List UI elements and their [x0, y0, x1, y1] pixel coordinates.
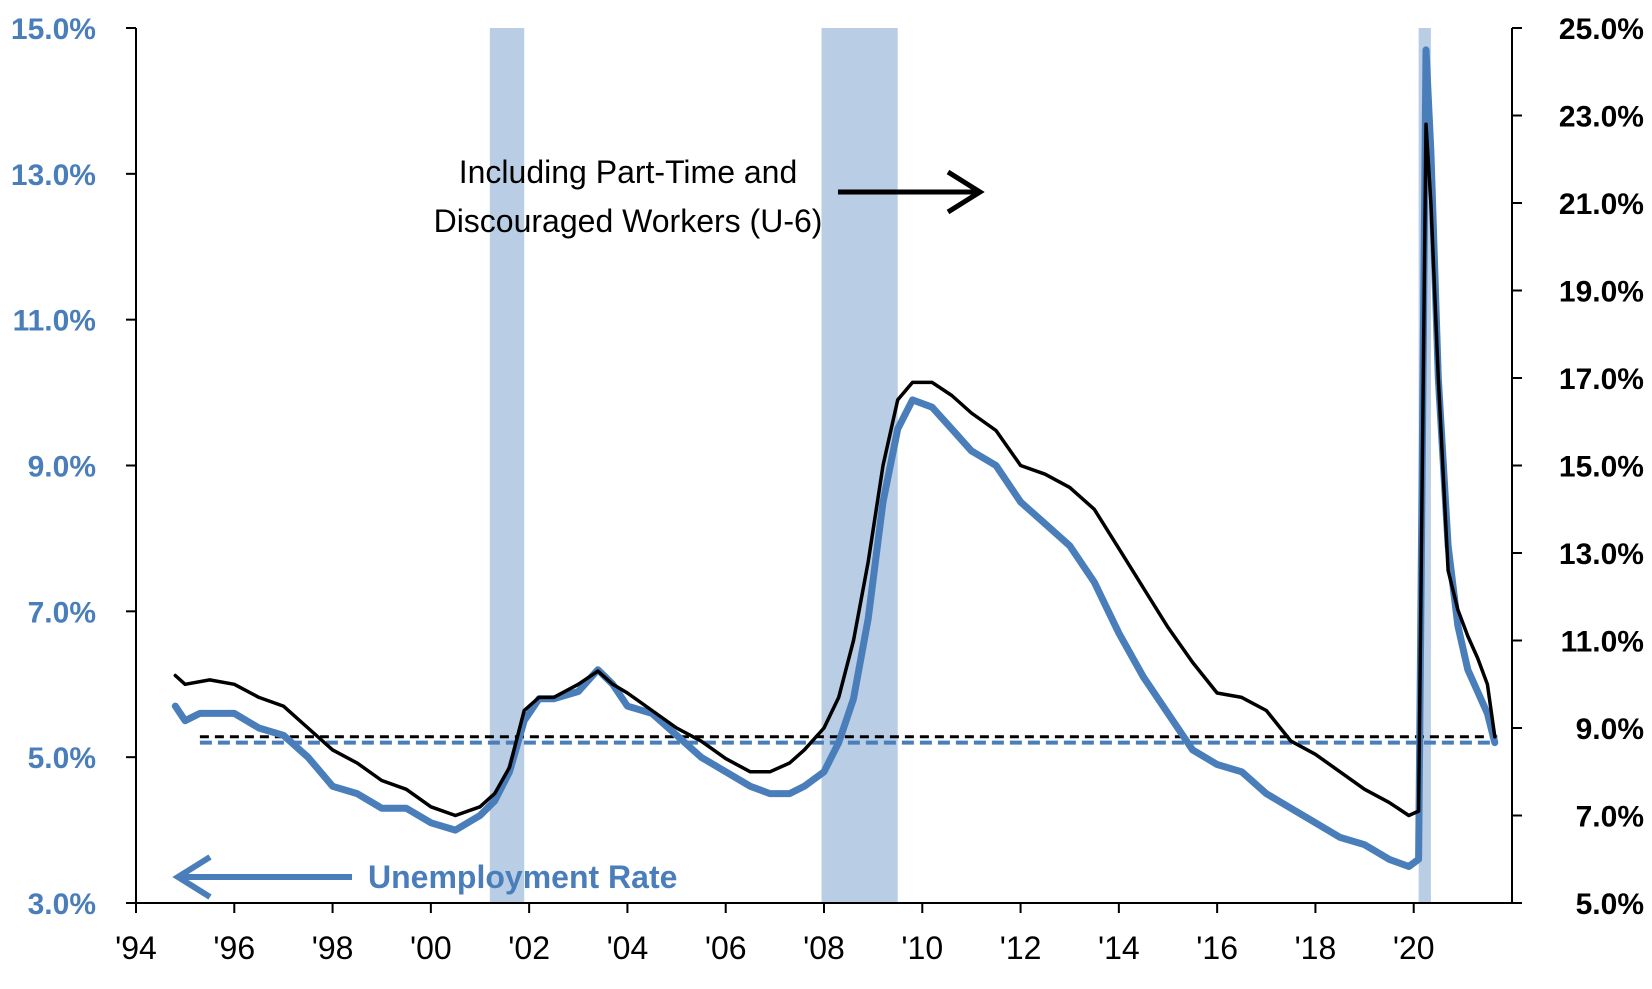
unemployment-annotation: Unemployment Rate: [368, 859, 677, 895]
x-tick-label: '08: [803, 930, 845, 966]
series: [171, 46, 1499, 870]
x-tick-label: '00: [410, 930, 452, 966]
right-tick-label: 13.0%: [1559, 538, 1644, 571]
left-tick-label: 11.0%: [13, 305, 96, 338]
right-tick-label: 17.0%: [1559, 363, 1644, 396]
right-tick-label: 7.0%: [1576, 801, 1644, 834]
annotations: Including Part-Time and Discouraged Work…: [172, 154, 985, 900]
u6-annotation-line1: Including Part-Time and: [459, 154, 798, 190]
right-tick-label: 5.0%: [1576, 888, 1644, 921]
x-tick-label: '18: [1295, 930, 1337, 966]
right-tick-label: 25.0%: [1559, 13, 1644, 46]
u6-line: [173, 122, 1497, 818]
left-tick-label: 5.0%: [28, 742, 96, 775]
right-arrow-icon: [838, 169, 985, 215]
right-tick-label: 11.0%: [1561, 626, 1644, 659]
x-tick-label: '94: [115, 930, 157, 966]
x-tick-label: '10: [901, 930, 943, 966]
left-tick-label: 13.0%: [11, 159, 96, 192]
x-tick-label: '96: [213, 930, 255, 966]
left-tick-label: 7.0%: [28, 596, 96, 629]
x-tick-label: '14: [1098, 930, 1140, 966]
ticks: 3.0% 5.0% 7.0% 9.0% 11.0% 13.0% 15.0% 5.0% 7.0% 9…: [11, 13, 1644, 966]
x-tick-label: '06: [705, 930, 747, 966]
right-tick-label: 19.0%: [1559, 276, 1644, 309]
unemployment-rate-line: [171, 46, 1499, 870]
right-tick-label: 15.0%: [1559, 451, 1644, 484]
x-tick-label: '16: [1196, 930, 1238, 966]
right-tick-label: 9.0%: [1576, 713, 1644, 746]
left-tick-label: 3.0%: [28, 888, 96, 921]
left-tick-label: 15.0%: [11, 13, 96, 46]
reference-lines: [199, 735, 1498, 745]
left-arrow-icon: [172, 854, 352, 900]
left-tick-label: 9.0%: [28, 451, 96, 484]
x-tick-label: '12: [1000, 930, 1042, 966]
x-tick-label: '02: [508, 930, 550, 966]
right-tick-label: 23.0%: [1559, 101, 1644, 134]
recession-band-0: [489, 28, 525, 903]
u6-annotation-line2: Discouraged Workers (U-6): [434, 203, 823, 239]
x-tick-label: '98: [312, 930, 354, 966]
right-tick-label: 21.0%: [1559, 188, 1644, 221]
x-tick-label: '04: [607, 930, 649, 966]
recession-band-1: [821, 28, 898, 903]
x-tick-label: '20: [1393, 930, 1435, 966]
